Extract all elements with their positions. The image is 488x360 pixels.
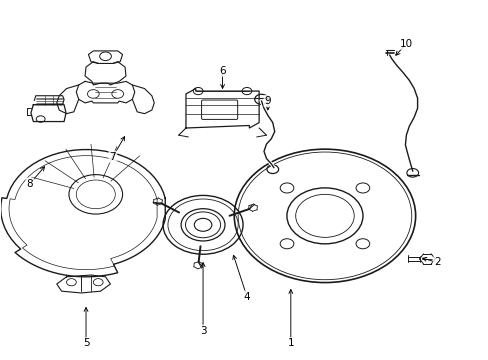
Text: 5: 5 — [82, 338, 89, 348]
Text: 7: 7 — [109, 152, 116, 162]
Text: 2: 2 — [433, 257, 440, 267]
Text: 1: 1 — [287, 338, 294, 348]
Text: 3: 3 — [199, 325, 206, 336]
Text: 4: 4 — [243, 292, 250, 302]
Text: 10: 10 — [399, 39, 412, 49]
Text: 9: 9 — [264, 96, 271, 106]
FancyBboxPatch shape — [201, 100, 237, 120]
Text: 8: 8 — [26, 179, 33, 189]
Text: 6: 6 — [219, 66, 225, 76]
